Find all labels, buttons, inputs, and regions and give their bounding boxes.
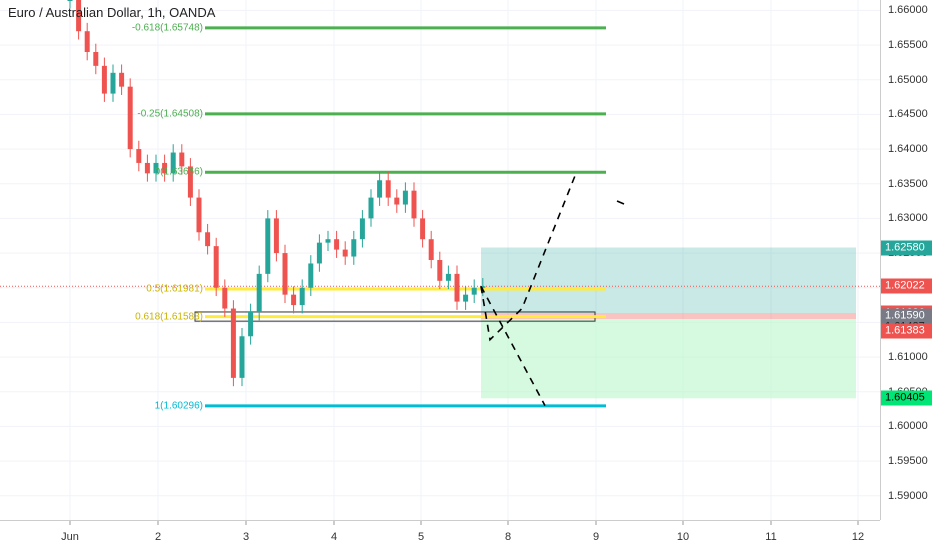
candle-body xyxy=(385,180,391,198)
y-tick-label: 1.64000 xyxy=(888,143,928,156)
y-tick-label: 1.60000 xyxy=(888,420,928,433)
candle-body xyxy=(411,190,417,219)
candle-body xyxy=(282,253,288,295)
candle-body xyxy=(93,52,99,66)
y-tick-label: 1.64500 xyxy=(888,108,928,121)
x-tick-label: 4 xyxy=(330,531,338,543)
stop-zone[interactable] xyxy=(481,312,856,320)
candle-body xyxy=(153,162,159,174)
x-tick-label: 5 xyxy=(417,531,425,543)
y-tick-label: 1.65500 xyxy=(888,39,928,52)
candle-body xyxy=(222,287,228,309)
candle-body xyxy=(480,286,486,288)
candle-body xyxy=(84,31,90,52)
fib-level-label: 0.5(1.61981) xyxy=(146,283,203,295)
y-tick-label: 1.59000 xyxy=(888,489,928,502)
fib-level-label: -0.618(1.65748) xyxy=(131,22,203,34)
y-tick-label: 1.63500 xyxy=(888,177,928,190)
candle-body xyxy=(316,242,322,264)
candle-body xyxy=(248,312,254,337)
x-tick-label: 8 xyxy=(504,531,512,543)
candle-body xyxy=(162,162,168,174)
price-tag: 1.61590 xyxy=(881,308,932,324)
candle-body xyxy=(136,149,142,163)
x-tick-label: 12 xyxy=(851,531,865,543)
x-tick-label: 10 xyxy=(676,531,690,543)
x-tick-label: 11 xyxy=(765,531,777,543)
symbol-title: Euro / Australian Dollar, 1h, OANDA xyxy=(8,5,216,20)
candle-body xyxy=(273,218,279,254)
candle-body xyxy=(119,72,125,87)
candle-body xyxy=(256,273,262,312)
price-tag: 1.60405 xyxy=(881,390,932,406)
candle-body xyxy=(445,273,451,281)
x-tick-label: 3 xyxy=(242,531,250,543)
candle-body xyxy=(428,239,434,260)
candle-body xyxy=(471,287,477,295)
y-tick-label: 1.65000 xyxy=(888,73,928,86)
x-tick-label: 2 xyxy=(154,531,162,543)
candle-body xyxy=(76,0,82,32)
candle-body xyxy=(213,246,219,288)
y-tick-label: 1.63000 xyxy=(888,212,928,225)
y-tick-label: 1.59500 xyxy=(888,455,928,468)
candle-body xyxy=(187,166,193,198)
candle-body xyxy=(239,336,245,378)
fib-level-label: 1(1.60296) xyxy=(154,400,203,412)
candle-body xyxy=(127,86,133,150)
projection-path[interactable] xyxy=(480,173,577,342)
candle-body xyxy=(308,263,314,288)
candle-body xyxy=(402,190,408,205)
candle-body xyxy=(67,0,73,1)
target-zone[interactable] xyxy=(481,247,856,313)
fib-level-label: 0(1.63666) xyxy=(154,166,203,178)
candle-body xyxy=(196,197,202,233)
candle-body xyxy=(437,260,443,281)
candle-body xyxy=(230,308,236,378)
candle-body xyxy=(325,239,331,243)
projection-path[interactable] xyxy=(480,285,546,406)
price-tag: 1.62022 xyxy=(881,278,932,294)
candle-body xyxy=(454,273,460,302)
candle-body xyxy=(351,239,357,257)
price-tag: 1.61383 xyxy=(881,323,932,338)
y-tick-label: 1.66000 xyxy=(888,4,928,17)
candle-body xyxy=(291,294,297,306)
candle-body xyxy=(342,249,348,257)
candle-body xyxy=(368,197,374,219)
candle-body xyxy=(334,239,340,250)
y-tick-label: 1.61000 xyxy=(888,351,928,364)
candle-body xyxy=(110,72,116,94)
candle-body xyxy=(359,218,365,240)
candle-body xyxy=(205,232,211,247)
candle-body xyxy=(394,197,400,205)
candle-body xyxy=(299,287,305,306)
price-tag: 1.62580 xyxy=(881,240,932,256)
projection-stray-mark xyxy=(616,200,625,205)
candle-body xyxy=(170,152,176,174)
fib-level-label: -0.25(1.64508) xyxy=(137,108,203,120)
candle-body xyxy=(101,65,107,94)
candle-body xyxy=(179,152,185,167)
candle-body xyxy=(463,294,469,302)
candle-body xyxy=(420,218,426,240)
profit-zone[interactable] xyxy=(481,319,856,399)
fib-level-label: 0.618(1.61583) xyxy=(135,311,203,323)
candle-body xyxy=(377,180,383,198)
candle-body xyxy=(144,162,150,174)
candle-body xyxy=(265,218,271,274)
x-tick-label: Jun xyxy=(61,531,79,543)
x-tick-label: 9 xyxy=(592,531,600,543)
